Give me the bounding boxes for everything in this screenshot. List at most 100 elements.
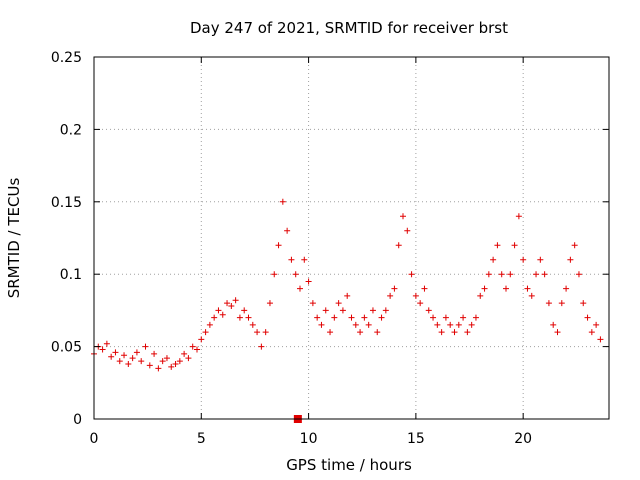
data-point: [258, 343, 265, 350]
data-point: [571, 242, 578, 249]
data-point: [241, 307, 248, 314]
x-tick-label: 0: [90, 431, 99, 447]
data-point: [430, 314, 437, 321]
y-tick-labels: 0 0.05 0.1 0.15 0.2 0.25: [51, 50, 82, 428]
data-point: [99, 346, 106, 353]
data-point: [395, 242, 402, 249]
data-point: [198, 336, 205, 343]
data-point: [249, 321, 256, 328]
data-point: [185, 355, 192, 362]
data-point: [533, 271, 540, 278]
data-point: [374, 329, 381, 336]
data-point: [151, 350, 158, 357]
data-point: [129, 355, 136, 362]
data-point: [314, 314, 321, 321]
data-point: [421, 285, 428, 292]
x-axis-title: GPS time / hours: [286, 456, 412, 474]
data-point: [580, 300, 587, 307]
data-point: [194, 346, 200, 353]
data-point: [271, 271, 278, 278]
data-point: [292, 271, 299, 278]
data-point: [593, 321, 600, 328]
data-point: [520, 256, 527, 263]
data-point: [305, 278, 312, 285]
data-point: [108, 353, 115, 360]
data-point: [378, 314, 385, 321]
y-tick-label: 0.25: [51, 50, 82, 66]
data-point: [369, 307, 376, 314]
data-point: [138, 358, 145, 365]
data-point: [331, 314, 338, 321]
y-tick-label: 0.1: [60, 267, 82, 283]
data-point: [142, 343, 149, 350]
plot-frame: [93, 56, 610, 420]
y-axis-title: SRMTID / TECUs: [5, 178, 23, 299]
data-point: [455, 321, 462, 328]
data-point: [357, 329, 364, 336]
data-point: [112, 349, 119, 356]
data-point: [537, 256, 544, 263]
data-point: [322, 307, 329, 314]
data-point: [103, 340, 110, 347]
data-point: [245, 314, 252, 321]
data-point: [382, 307, 389, 314]
data-point: [348, 314, 355, 321]
data-point: [477, 292, 484, 299]
data-point: [494, 242, 501, 249]
data-point: [425, 307, 432, 314]
data-point: [189, 343, 196, 350]
data-point: [511, 242, 518, 249]
data-point: [417, 300, 424, 307]
y-tick-label: 0.15: [51, 195, 82, 211]
data-point: [318, 321, 325, 328]
data-point: [279, 198, 286, 205]
data-point: [365, 321, 372, 328]
data-point: [211, 314, 218, 321]
data-point: [327, 329, 334, 336]
x-tick-labels: 0 5 10 15 20: [90, 431, 533, 447]
data-point: [468, 321, 475, 328]
data-point: [344, 292, 351, 299]
data-point: [575, 271, 582, 278]
data-point: [133, 349, 140, 356]
data-point: [339, 307, 346, 314]
data-point: [275, 242, 282, 249]
data-point: [550, 321, 557, 328]
y-tick-label: 0: [73, 412, 82, 428]
data-point: [412, 292, 419, 299]
data-point: [284, 227, 291, 234]
data-point: [116, 358, 123, 365]
x-tick-label: 15: [407, 431, 425, 447]
data-point: [335, 300, 342, 307]
data-point: [507, 271, 514, 278]
data-point: [224, 300, 231, 307]
data-point: [361, 314, 368, 321]
data-point: [219, 311, 226, 318]
axis-ticks: [93, 56, 609, 420]
data-point: [215, 307, 222, 314]
data-point: [554, 329, 561, 336]
data-point: [541, 271, 548, 278]
data-point: [451, 329, 458, 336]
data-point: [498, 271, 505, 278]
data-point: [460, 314, 467, 321]
data-point: [558, 300, 565, 307]
data-point: [236, 314, 243, 321]
data-point: [181, 350, 188, 357]
data-point: [254, 329, 261, 336]
chart-title: Day 247 of 2021, SRMTID for receiver brs…: [190, 19, 508, 37]
data-point: [176, 358, 183, 365]
data-point: [262, 329, 269, 336]
data-point: [404, 227, 411, 234]
data-point: [528, 292, 535, 299]
data-point: [146, 362, 153, 369]
data-point: [434, 321, 441, 328]
data-point: [159, 358, 166, 365]
data-point: [442, 314, 449, 321]
grid-lines: [94, 57, 609, 419]
data-point: [172, 360, 179, 367]
data-point: [202, 329, 209, 336]
y-tick-label: 0.2: [60, 122, 82, 138]
data-point: [266, 300, 273, 307]
data-point: [228, 303, 235, 310]
